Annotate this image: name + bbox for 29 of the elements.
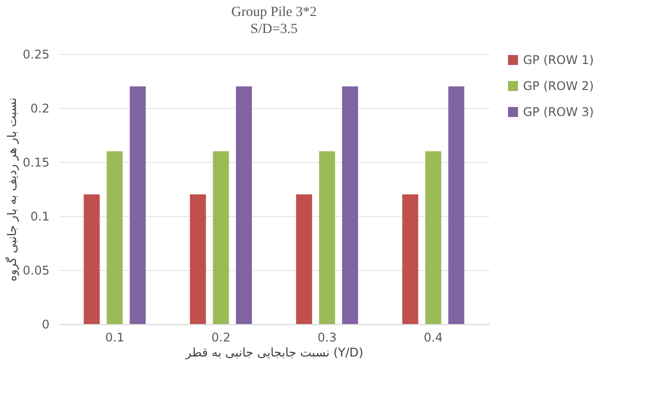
bar (296, 194, 312, 324)
bar (448, 86, 464, 324)
bar (130, 86, 146, 324)
x-tick-label: 0.3 (318, 330, 337, 344)
x-axis-title: نسبت جابجایی جانبی به قطر (Y/D) (184, 346, 364, 360)
chart-subtitle: S/D=3.5 (250, 22, 298, 37)
legend-label: GP (ROW 2) (523, 79, 594, 93)
y-axis-title: نسبت بار هر ردیف به بار جانبی گروه (4, 98, 19, 282)
x-tick-label: 0.4 (424, 330, 443, 344)
bar (236, 86, 252, 324)
legend-label: GP (ROW 3) (523, 105, 594, 119)
y-tick-label: 0.15 (22, 156, 50, 170)
y-tick-label: 0.2 (30, 102, 50, 116)
bar (106, 151, 123, 324)
chart-title: Group Pile 3*2 (231, 5, 317, 20)
x-tick-label: 0.2 (211, 330, 230, 344)
y-tick-label: 0.25 (22, 48, 50, 62)
bar (84, 194, 100, 324)
bar (190, 194, 206, 324)
bar (425, 151, 442, 324)
x-tick-label: 0.1 (105, 330, 124, 344)
bar (319, 151, 336, 324)
bar (212, 151, 229, 324)
legend-label: GP (ROW 1) (523, 53, 594, 67)
y-tick-label: 0.05 (22, 264, 50, 278)
y-tick-label: 0 (42, 318, 50, 332)
bar (342, 86, 358, 324)
bar (402, 194, 418, 324)
y-tick-label: 0.1 (30, 210, 50, 224)
